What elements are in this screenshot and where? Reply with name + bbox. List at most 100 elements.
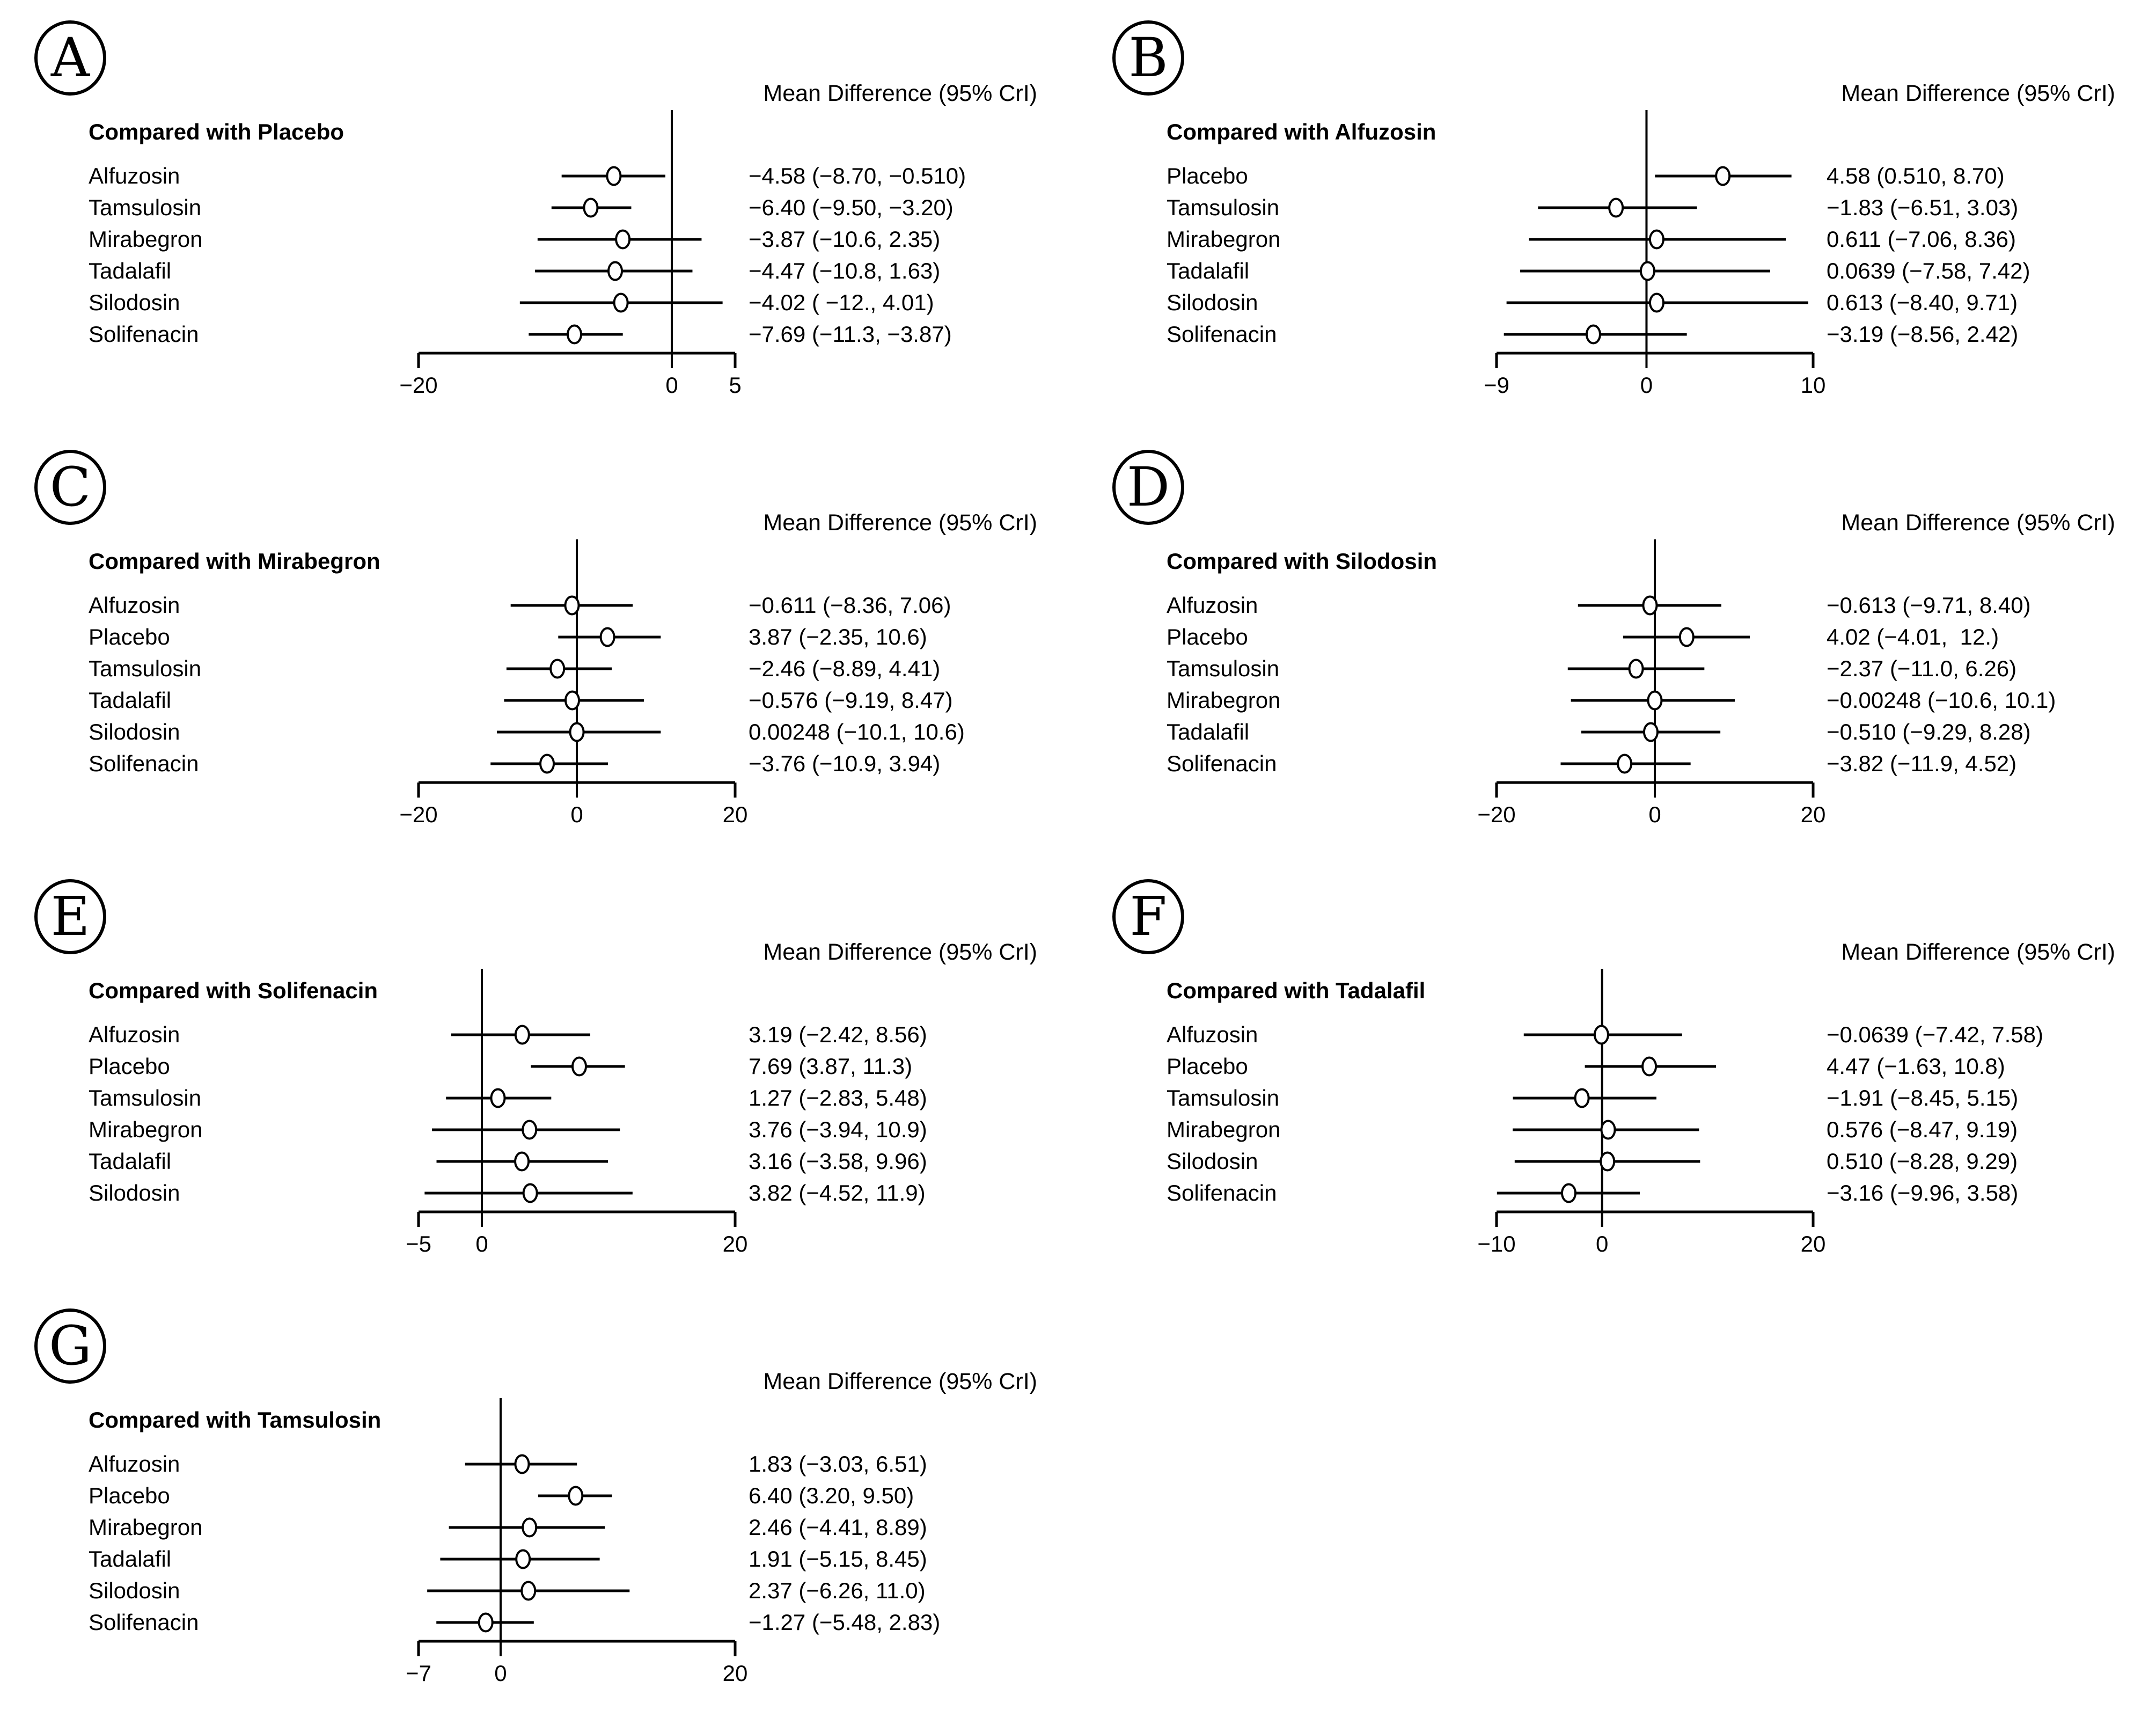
panel-g: G Mean Difference (95% CrI) Compared with … <box>0 1288 1078 1717</box>
row-value: 3.16 (−3.58, 9.96) <box>749 1149 927 1174</box>
mean-point <box>1715 166 1731 186</box>
row-label: Tamsulosin <box>1167 1085 1280 1110</box>
row-value: 0.0639 (−7.58, 7.42) <box>1827 258 2030 283</box>
row-label: Tadalafil <box>89 258 172 283</box>
panel-title: Compared with Tadalafil <box>1167 978 1426 1003</box>
row-label: Alfuzosin <box>1167 593 1258 618</box>
mean-point <box>514 1454 530 1474</box>
panel-c: C Mean Difference (95% CrI) Compared with … <box>0 429 1078 859</box>
axis-tick-label: 0 <box>1640 372 1653 398</box>
row-value: 1.91 (−5.15, 8.45) <box>749 1546 927 1571</box>
panel-title: Compared with Solifenacin <box>89 978 378 1003</box>
mean-point <box>520 1581 537 1601</box>
panel-letter-circle: F <box>1112 879 1184 954</box>
forest-plot-area: −5 0 20 <box>406 969 747 1256</box>
mean-point <box>1641 1056 1658 1077</box>
row-label: Silodosin <box>89 1180 180 1205</box>
mean-point <box>564 595 580 616</box>
axis-tick-label: 0 <box>475 1231 488 1256</box>
mean-point <box>1639 261 1655 281</box>
mean-point <box>1600 1151 1616 1172</box>
panel-letter: G <box>49 1314 92 1377</box>
mean-point <box>583 198 599 218</box>
panel-title: Compared with Placebo <box>89 119 344 144</box>
row-value: 0.613 (−8.40, 9.71) <box>1827 290 2018 315</box>
axis-tick-label: 0 <box>1648 802 1661 827</box>
row-value: 7.69 (3.87, 11.3) <box>749 1054 913 1079</box>
panel-e: E Mean Difference (95% CrI) Compared with … <box>0 859 1078 1288</box>
mean-point <box>1574 1088 1590 1108</box>
axis-tick-label: −5 <box>406 1231 431 1256</box>
mean-point <box>1600 1120 1616 1140</box>
mean-point <box>522 1517 538 1538</box>
axis-tick-label: 20 <box>1801 1231 1826 1256</box>
row-label: Mirabegron <box>1167 1117 1281 1142</box>
axis-tick-label: 20 <box>723 1661 748 1686</box>
row-value: 2.46 (−4.41, 8.89) <box>749 1515 927 1540</box>
forest-plot-area: −10 0 20 <box>1477 969 1826 1256</box>
axis-tick-label: −9 <box>1484 372 1509 398</box>
row-value: 0.510 (−8.28, 9.29) <box>1827 1149 2018 1174</box>
mean-point <box>1593 1025 1609 1045</box>
mean-point <box>522 1183 538 1203</box>
row-label: Silodosin <box>1167 290 1258 315</box>
mean-point <box>1649 293 1665 313</box>
row-label: Alfuzosin <box>89 1022 180 1047</box>
row-value: −6.40 (−9.50, −3.20) <box>749 195 954 220</box>
row-label: Tamsulosin <box>1167 656 1280 681</box>
row-value: −0.576 (−9.19, 8.47) <box>749 688 953 713</box>
panel-letter: E <box>50 885 90 948</box>
mean-point <box>1678 627 1695 647</box>
row-label: Placebo <box>1167 1054 1248 1079</box>
row-value: −3.19 (−8.56, 2.42) <box>1827 321 2019 347</box>
column-header: Mean Difference (95% CrI) <box>763 1369 1037 1394</box>
axis-tick-label: 10 <box>1801 372 1826 398</box>
row-value: −1.91 (−8.45, 5.15) <box>1827 1085 2019 1110</box>
row-label: Tadalafil <box>89 688 172 713</box>
column-header: Mean Difference (95% CrI) <box>763 81 1037 106</box>
row-label: Placebo <box>1167 163 1248 188</box>
row-label: Silodosin <box>1167 1149 1258 1174</box>
row-value: 4.47 (−1.63, 10.8) <box>1827 1054 2005 1079</box>
panel-letter-circle: E <box>34 879 106 954</box>
row-label: Alfuzosin <box>1167 1022 1258 1047</box>
row-value: 1.83 (−3.03, 6.51) <box>749 1451 927 1476</box>
forest-plot-area: −20 0 20 <box>399 539 747 827</box>
row-label: Mirabegron <box>1167 226 1281 252</box>
mean-point <box>606 166 622 186</box>
mean-point <box>1642 595 1658 616</box>
axis-tick-label: 20 <box>1801 802 1826 827</box>
mean-point <box>615 229 631 250</box>
row-label: Tadalafil <box>89 1149 172 1174</box>
row-value: −0.613 (−9.71, 8.40) <box>1827 593 2031 618</box>
mean-point <box>1648 229 1664 250</box>
panel-letter-circle: G <box>34 1308 106 1384</box>
panel-letter-circle: C <box>34 450 106 525</box>
axis-tick-label: 0 <box>494 1661 507 1686</box>
row-value: −0.611 (−8.36, 7.06) <box>749 593 951 618</box>
row-value: −0.0639 (−7.42, 7.58) <box>1827 1022 2043 1047</box>
mean-point <box>478 1612 494 1633</box>
forest-plot-area: −20 0 20 <box>1477 539 1826 827</box>
row-label: Alfuzosin <box>89 163 180 188</box>
row-label: Solifenacin <box>89 1610 199 1635</box>
row-label: Placebo <box>89 1054 170 1079</box>
row-label: Mirabegron <box>89 1515 203 1540</box>
panel-letter-circle: B <box>1112 20 1184 96</box>
axis-tick-label: −20 <box>1477 802 1515 827</box>
row-value: 0.576 (−8.47, 9.19) <box>1827 1117 2018 1142</box>
axis-tick-label: −7 <box>406 1661 431 1686</box>
mean-point <box>599 627 615 647</box>
panel-title: Compared with Tamsulosin <box>89 1407 382 1432</box>
row-value: 3.87 (−2.35, 10.6) <box>749 624 927 649</box>
row-label: Placebo <box>89 1483 170 1508</box>
column-header: Mean Difference (95% CrI) <box>1841 510 2115 536</box>
row-value: −7.69 (−11.3, −3.87) <box>749 321 952 347</box>
row-value: −0.510 (−9.29, 8.28) <box>1827 719 2031 744</box>
row-label: Solifenacin <box>1167 321 1277 347</box>
mean-point <box>1561 1183 1577 1203</box>
mean-point <box>1647 690 1663 711</box>
row-value: −4.47 (−10.8, 1.63) <box>749 258 941 283</box>
mean-point <box>613 293 629 313</box>
row-label: Solifenacin <box>89 321 199 347</box>
